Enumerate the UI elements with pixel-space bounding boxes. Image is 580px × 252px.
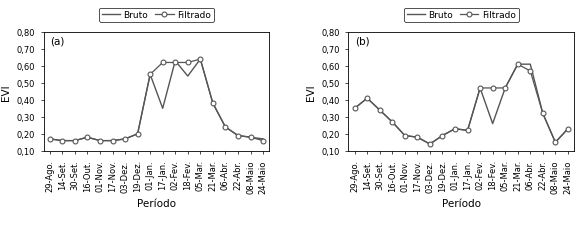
Legend: Bruto, Filtrado: Bruto, Filtrado (404, 9, 519, 23)
Filtrado (260, 140, 267, 143)
Filtrado (209, 102, 216, 105)
Legend: Bruto, Filtrado: Bruto, Filtrado (99, 9, 213, 23)
Filtrado (247, 136, 254, 139)
Filtrado (147, 74, 154, 77)
Filtrado (159, 62, 166, 65)
Filtrado (351, 107, 358, 110)
Filtrado (552, 141, 559, 144)
Filtrado (109, 140, 116, 143)
Bruto (209, 102, 216, 105)
Bruto (364, 97, 371, 100)
Bruto (502, 87, 509, 90)
Bruto (184, 75, 191, 78)
Filtrado (122, 138, 129, 141)
Filtrado (514, 64, 521, 67)
Bruto (122, 138, 129, 141)
Bruto (564, 128, 571, 131)
Filtrado (71, 140, 78, 143)
Filtrado (376, 109, 383, 112)
Bruto (247, 136, 254, 139)
Bruto (452, 128, 459, 131)
Bruto (539, 112, 546, 115)
Filtrado (452, 128, 459, 131)
Bruto (234, 135, 241, 138)
X-axis label: Período: Período (137, 198, 176, 208)
Line: Bruto: Bruto (354, 65, 568, 144)
Bruto (96, 140, 103, 143)
Y-axis label: EVI: EVI (306, 84, 316, 100)
Bruto (71, 140, 78, 143)
Bruto (134, 133, 141, 136)
Bruto (389, 121, 396, 124)
Bruto (401, 135, 408, 138)
Bruto (414, 136, 421, 139)
X-axis label: Período: Período (442, 198, 481, 208)
Filtrado (477, 87, 484, 90)
Bruto (464, 129, 471, 132)
Filtrado (59, 140, 66, 143)
Text: (a): (a) (50, 36, 64, 46)
Bruto (109, 140, 116, 143)
Line: Bruto: Bruto (50, 60, 263, 141)
Bruto (552, 141, 559, 144)
Filtrado (489, 87, 496, 90)
Filtrado (184, 62, 191, 65)
Filtrado (502, 87, 509, 90)
Bruto (260, 138, 267, 141)
Bruto (477, 87, 484, 90)
Bruto (376, 109, 383, 112)
Bruto (426, 143, 433, 146)
Filtrado (172, 62, 179, 65)
Filtrado (564, 128, 571, 131)
Filtrado (464, 129, 471, 132)
Text: (b): (b) (355, 36, 370, 46)
Filtrado (46, 138, 53, 141)
Y-axis label: EVI: EVI (1, 84, 11, 100)
Bruto (222, 126, 229, 129)
Line: Filtrado: Filtrado (48, 57, 266, 143)
Bruto (46, 138, 53, 141)
Filtrado (234, 135, 241, 138)
Bruto (197, 58, 204, 61)
Filtrado (401, 135, 408, 138)
Bruto (59, 140, 66, 143)
Bruto (489, 123, 496, 126)
Filtrado (84, 136, 91, 139)
Line: Filtrado: Filtrado (352, 62, 570, 147)
Bruto (84, 136, 91, 139)
Bruto (439, 135, 446, 138)
Bruto (159, 107, 166, 110)
Filtrado (134, 133, 141, 136)
Bruto (172, 60, 179, 63)
Bruto (514, 64, 521, 67)
Filtrado (389, 121, 396, 124)
Filtrado (96, 140, 103, 143)
Filtrado (197, 58, 204, 61)
Bruto (527, 64, 534, 67)
Filtrado (527, 70, 534, 73)
Filtrado (222, 126, 229, 129)
Bruto (147, 74, 154, 77)
Filtrado (439, 135, 446, 138)
Filtrado (539, 112, 546, 115)
Filtrado (426, 143, 433, 146)
Filtrado (364, 97, 371, 100)
Filtrado (414, 136, 421, 139)
Bruto (351, 107, 358, 110)
